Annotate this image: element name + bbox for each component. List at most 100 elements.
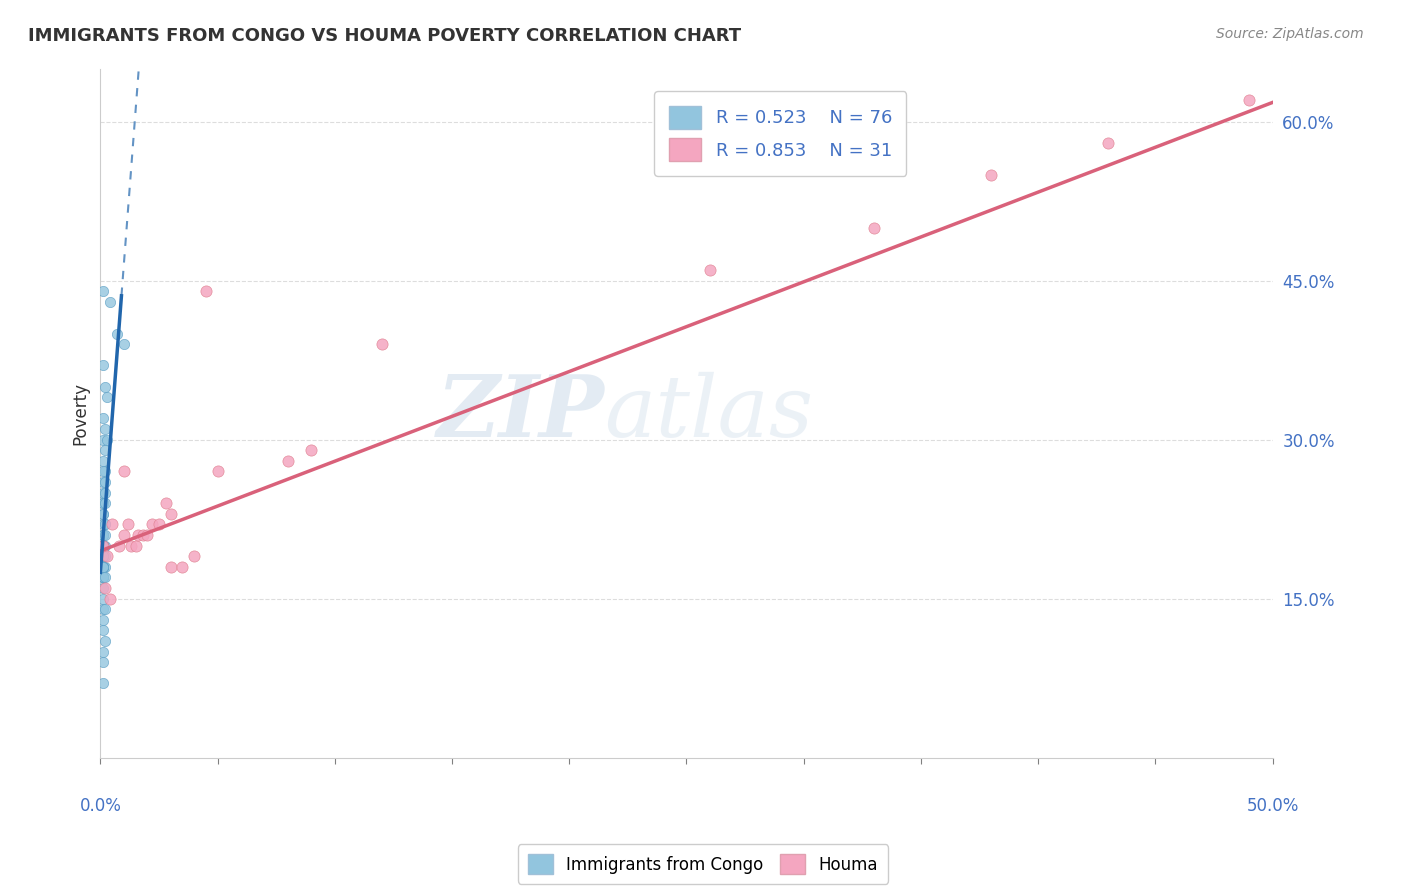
Point bbox=[91, 581, 114, 595]
Point bbox=[112, 337, 135, 351]
Point bbox=[94, 570, 117, 584]
Point bbox=[91, 539, 114, 553]
Point bbox=[91, 559, 114, 574]
Point bbox=[96, 390, 118, 404]
Point bbox=[94, 517, 117, 532]
Point bbox=[91, 411, 114, 425]
Point bbox=[112, 464, 135, 478]
Point bbox=[91, 539, 114, 553]
Point bbox=[98, 294, 121, 309]
Point bbox=[148, 517, 170, 532]
Point bbox=[91, 570, 114, 584]
Point bbox=[91, 507, 114, 521]
Point bbox=[91, 549, 114, 564]
Point bbox=[91, 454, 114, 468]
Point bbox=[98, 591, 121, 606]
Point bbox=[155, 496, 177, 510]
Point bbox=[94, 379, 117, 393]
Point bbox=[108, 539, 131, 553]
Point bbox=[91, 559, 114, 574]
Point bbox=[94, 581, 117, 595]
Point bbox=[91, 559, 114, 574]
Point bbox=[91, 676, 114, 690]
Point bbox=[91, 559, 114, 574]
Point bbox=[91, 549, 114, 564]
Point bbox=[194, 284, 217, 298]
Point bbox=[91, 359, 114, 373]
Point bbox=[91, 539, 114, 553]
Point bbox=[91, 539, 114, 553]
Point bbox=[91, 559, 114, 574]
Point bbox=[91, 602, 114, 616]
Point bbox=[91, 539, 114, 553]
Point bbox=[94, 443, 117, 458]
Point bbox=[183, 549, 205, 564]
Point bbox=[94, 559, 117, 574]
Point bbox=[127, 528, 149, 542]
Point bbox=[91, 433, 114, 447]
Point bbox=[91, 539, 114, 553]
Point bbox=[172, 559, 194, 574]
Text: atlas: atlas bbox=[605, 372, 814, 454]
Point bbox=[91, 496, 114, 510]
Point bbox=[91, 284, 114, 298]
Point bbox=[699, 263, 721, 277]
Point bbox=[101, 517, 124, 532]
Point bbox=[277, 454, 299, 468]
Point bbox=[91, 539, 114, 553]
Point bbox=[91, 528, 114, 542]
Point bbox=[94, 422, 117, 436]
Point bbox=[91, 549, 114, 564]
Point bbox=[299, 443, 322, 458]
Point bbox=[124, 539, 146, 553]
Y-axis label: Poverty: Poverty bbox=[72, 382, 89, 444]
Point bbox=[131, 528, 153, 542]
Point bbox=[94, 496, 117, 510]
Text: IMMIGRANTS FROM CONGO VS HOUMA POVERTY CORRELATION CHART: IMMIGRANTS FROM CONGO VS HOUMA POVERTY C… bbox=[28, 27, 741, 45]
Point bbox=[91, 517, 114, 532]
Point bbox=[94, 539, 117, 553]
Point bbox=[91, 539, 114, 553]
Text: 50.0%: 50.0% bbox=[1246, 797, 1299, 814]
Point bbox=[141, 517, 163, 532]
Point bbox=[91, 544, 114, 558]
Point bbox=[105, 326, 128, 341]
Point bbox=[96, 549, 118, 564]
Point bbox=[863, 220, 886, 235]
Point bbox=[94, 517, 117, 532]
Point bbox=[94, 485, 117, 500]
Point bbox=[159, 559, 181, 574]
Text: ZIP: ZIP bbox=[436, 371, 605, 455]
Point bbox=[94, 464, 117, 478]
Legend: Immigrants from Congo, Houma: Immigrants from Congo, Houma bbox=[517, 845, 889, 884]
Point bbox=[94, 634, 117, 648]
Point bbox=[94, 602, 117, 616]
Point bbox=[91, 496, 114, 510]
Point bbox=[120, 539, 142, 553]
Point bbox=[1097, 136, 1119, 150]
Point bbox=[91, 485, 114, 500]
Point bbox=[91, 559, 114, 574]
Point bbox=[370, 337, 392, 351]
Point bbox=[91, 570, 114, 584]
Point bbox=[112, 528, 135, 542]
Point bbox=[91, 655, 114, 669]
Point bbox=[91, 591, 114, 606]
Point bbox=[91, 539, 114, 553]
Point bbox=[91, 645, 114, 659]
Point bbox=[91, 528, 114, 542]
Point bbox=[91, 539, 114, 553]
Point bbox=[91, 528, 114, 542]
Legend: R = 0.523    N = 76, R = 0.853    N = 31: R = 0.523 N = 76, R = 0.853 N = 31 bbox=[654, 91, 907, 176]
Point bbox=[91, 464, 114, 478]
Text: Source: ZipAtlas.com: Source: ZipAtlas.com bbox=[1216, 27, 1364, 41]
Point bbox=[91, 613, 114, 627]
Text: 0.0%: 0.0% bbox=[79, 797, 121, 814]
Point bbox=[91, 570, 114, 584]
Point bbox=[94, 475, 117, 489]
Point bbox=[117, 517, 139, 532]
Point bbox=[91, 539, 114, 553]
Point bbox=[91, 539, 114, 553]
Point bbox=[91, 539, 114, 553]
Point bbox=[980, 168, 1002, 182]
